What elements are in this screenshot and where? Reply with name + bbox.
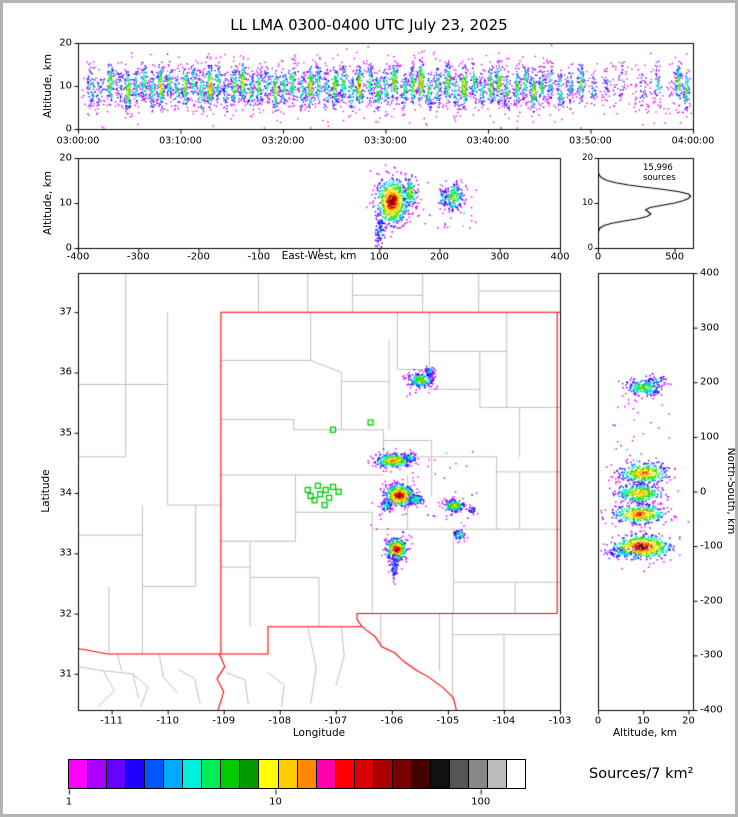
tick-label: -400 xyxy=(66,251,90,263)
tick-label: 0 xyxy=(65,123,72,135)
tick-label: -105 xyxy=(436,715,460,727)
colorbar-label: Sources/7 km² xyxy=(589,766,694,782)
colorbar-segment xyxy=(488,760,508,788)
tick-label: 20 xyxy=(582,153,593,163)
tick-label: -300 xyxy=(700,649,723,661)
colorbar-segment xyxy=(373,760,393,788)
tick-label: 300 xyxy=(700,322,720,334)
tick-label: 500 xyxy=(665,251,685,263)
colorbar-segment xyxy=(392,760,412,788)
colorbar-segment xyxy=(430,760,450,788)
tick-label: 04:00:00 xyxy=(671,135,715,147)
tick-label: 1 xyxy=(65,796,73,808)
tick-label: -100 xyxy=(247,251,271,263)
figure-title: LL LMA 0300-0400 UTC July 23, 2025 xyxy=(230,16,508,34)
tick-label: 10 xyxy=(59,197,72,209)
tick-label: 03:00:00 xyxy=(56,135,100,147)
plot-canvas xyxy=(3,3,735,814)
map-xlabel: Longitude xyxy=(292,727,346,739)
colorbar-segment xyxy=(240,760,260,788)
tick-label: -400 xyxy=(700,704,723,716)
ns-height-ylabel: North-South, km xyxy=(725,447,737,535)
tick-label: 10 xyxy=(582,198,593,208)
colorbar-segment xyxy=(411,760,431,788)
map-ylabel: Latitude xyxy=(40,469,52,513)
colorbar-segment xyxy=(316,760,336,788)
tick-label: 03:30:00 xyxy=(364,135,407,147)
colorbar-segment xyxy=(145,760,165,788)
tick-label: 03:20:00 xyxy=(261,135,305,147)
tick-label: 03:50:00 xyxy=(569,135,612,147)
tick-label: -100 xyxy=(700,540,723,552)
colorbar-segment xyxy=(88,760,108,788)
colorbar-segment xyxy=(202,760,222,788)
tick-label: 400 xyxy=(700,267,720,279)
tick-label: -106 xyxy=(380,715,404,727)
source-count-annotation: 15,996 sources xyxy=(643,163,676,183)
tick-label: 33 xyxy=(59,547,72,559)
tick-label: 37 xyxy=(59,306,72,318)
colorbar-segment xyxy=(278,760,298,788)
tick-label: -109 xyxy=(212,715,236,727)
tick-label: 03:10:00 xyxy=(159,135,202,147)
time-height-ylabel: Altitude, km xyxy=(42,53,54,119)
colorbar-segment xyxy=(164,760,184,788)
ew-height-ylabel: Altitude, km xyxy=(42,170,54,236)
tick-label: -300 xyxy=(126,251,150,263)
tick-label: 0 xyxy=(594,715,602,727)
ew-height-xlabel: East-West, km xyxy=(281,250,357,262)
colorbar-segment xyxy=(354,760,374,788)
colorbar-segment xyxy=(107,760,127,788)
tick-label: 20 xyxy=(59,152,72,164)
tick-label: -108 xyxy=(268,715,292,727)
colorbar-segment xyxy=(259,760,279,788)
tick-label: 100 xyxy=(369,251,389,263)
tick-label: 0 xyxy=(65,242,72,254)
tick-label: 10 xyxy=(59,80,72,92)
tick-label: 400 xyxy=(550,251,570,263)
colorbar-segment xyxy=(221,760,241,788)
tick-label: 0 xyxy=(594,251,602,263)
colorbar-segment xyxy=(507,760,526,788)
tick-label: 34 xyxy=(59,487,72,499)
colorbar-segment xyxy=(183,760,203,788)
colorbar-segment xyxy=(297,760,317,788)
tick-label: 10 xyxy=(269,796,282,808)
tick-label: -107 xyxy=(324,715,348,727)
colorbar-segment xyxy=(69,760,89,788)
tick-label: 0 xyxy=(587,243,593,253)
tick-label: 36 xyxy=(59,366,72,378)
tick-label: -104 xyxy=(492,715,516,727)
tick-label: -110 xyxy=(156,715,180,727)
colorbar-segment xyxy=(335,760,355,788)
tick-label: 10 xyxy=(636,715,650,727)
tick-label: 20 xyxy=(59,37,72,49)
colorbar-segment xyxy=(126,760,146,788)
tick-label: 03:40:00 xyxy=(466,135,510,147)
tick-label: -103 xyxy=(548,715,572,727)
tick-label: 31 xyxy=(59,668,72,680)
ns-height-xlabel: Altitude, km xyxy=(612,727,678,739)
colorbar-segment xyxy=(449,760,469,788)
tick-label: 20 xyxy=(682,715,695,727)
colorbar-segment xyxy=(468,760,489,788)
tick-label: -200 xyxy=(187,251,210,263)
tick-label: 100 xyxy=(700,431,720,443)
tick-label: 32 xyxy=(59,608,72,620)
tick-label: 300 xyxy=(490,251,510,263)
tick-label: -111 xyxy=(100,715,123,727)
tick-label: -200 xyxy=(700,595,723,607)
tick-label: 0 xyxy=(700,486,707,497)
tick-label: 200 xyxy=(429,251,450,263)
tick-label: 200 xyxy=(700,376,720,388)
tick-label: 35 xyxy=(59,427,72,439)
colorbar xyxy=(68,759,526,789)
tick-label: 100 xyxy=(471,796,491,808)
